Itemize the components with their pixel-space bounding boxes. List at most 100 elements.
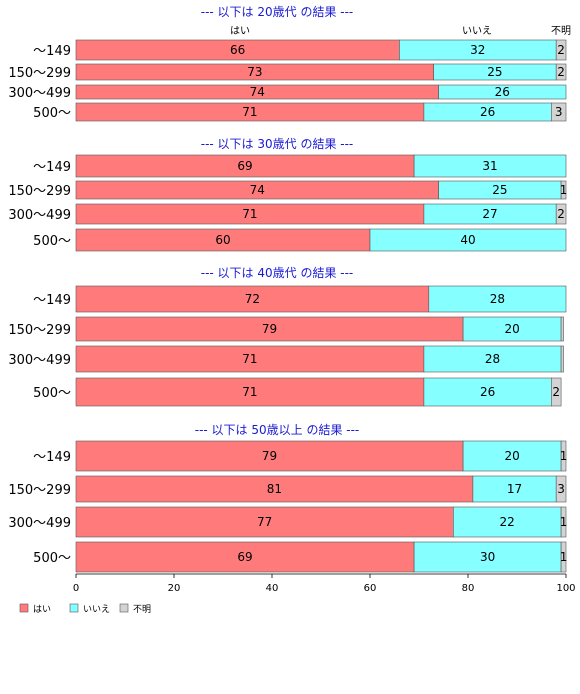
bar-segment-1 xyxy=(428,285,567,313)
legend-swatch-0 xyxy=(19,603,29,613)
bar-segment-2 xyxy=(550,377,562,407)
bar-segment-0 xyxy=(75,316,464,342)
bar-value-label: 77 xyxy=(257,515,272,529)
bar-value-label: 17 xyxy=(507,482,522,496)
bar-value-label: 2 xyxy=(557,65,565,79)
bar-segment-2 xyxy=(555,475,567,503)
bar-segment-2 xyxy=(555,63,567,81)
x-tick-label: 20 xyxy=(168,583,181,594)
bar-value-label: 71 xyxy=(242,385,257,399)
section-title: --- 以下は 50歳以上 の結果 --- xyxy=(195,423,360,437)
section-title: --- 以下は 40歳代 の結果 --- xyxy=(201,266,354,280)
bar-segment-1 xyxy=(423,345,562,373)
category-label: 300〜499 xyxy=(8,86,71,101)
bar-segment-1 xyxy=(438,84,567,100)
x-tick-label: 100 xyxy=(556,583,575,594)
bar-value-label: 3 xyxy=(557,482,565,496)
bar-value-label: 25 xyxy=(492,183,507,197)
bar-value-label: 74 xyxy=(250,183,265,197)
bar-segment-0 xyxy=(75,541,415,573)
bar-value-label: 40 xyxy=(460,233,475,247)
bar-value-label: 81 xyxy=(267,482,282,496)
bar-value-label: 2 xyxy=(552,385,560,399)
bar-segment-2 xyxy=(560,316,564,342)
column-header-0: はい xyxy=(230,25,250,37)
category-label: 500〜 xyxy=(33,386,71,401)
bar-value-label: 26 xyxy=(480,105,495,119)
bar-value-label: 1 xyxy=(560,550,568,564)
bar-segment-2 xyxy=(560,541,567,573)
x-tick-label: 60 xyxy=(364,583,377,594)
x-tick-label: 40 xyxy=(266,583,279,594)
bar-segment-0 xyxy=(75,345,425,373)
bar-value-label: 27 xyxy=(482,207,497,221)
category-label: 〜149 xyxy=(33,44,71,59)
bar-value-label: 26 xyxy=(480,385,495,399)
category-label: 500〜 xyxy=(33,106,71,121)
category-label: 150〜299 xyxy=(8,483,71,498)
category-label: 300〜499 xyxy=(8,516,71,531)
bar-value-label: 69 xyxy=(237,550,252,564)
bar-segment-2 xyxy=(560,440,567,472)
legend-label-2: 不明 xyxy=(133,604,151,615)
bar-segment-0 xyxy=(75,285,430,313)
bar-value-label: 31 xyxy=(482,159,497,173)
bar-value-label: 66 xyxy=(230,43,245,57)
bar-value-label: 26 xyxy=(495,85,510,99)
bar-value-label: 32 xyxy=(470,43,485,57)
bar-segment-2 xyxy=(555,39,567,61)
category-label: 150〜299 xyxy=(8,66,71,81)
bar-value-label: 60 xyxy=(215,233,230,247)
category-label: 150〜299 xyxy=(8,323,71,338)
bar-value-label: 30 xyxy=(480,550,495,564)
bar-value-label: 73 xyxy=(247,65,262,79)
bar-value-label: 71 xyxy=(242,207,257,221)
bar-segment-0 xyxy=(75,440,464,472)
section-title: --- 以下は 20歳代 の結果 --- xyxy=(201,5,354,19)
bar-value-label: 69 xyxy=(237,159,252,173)
category-label: 300〜499 xyxy=(8,353,71,368)
bar-value-label: 28 xyxy=(490,292,505,306)
bar-segment-1 xyxy=(462,440,562,472)
x-tick-label: 0 xyxy=(73,583,79,594)
legend-swatch-2 xyxy=(119,603,129,613)
bar-segment-2 xyxy=(560,345,564,373)
bar-value-label: 71 xyxy=(242,352,257,366)
bar-value-label: 79 xyxy=(262,322,277,336)
section-title: --- 以下は 30歳代 の結果 --- xyxy=(201,137,354,151)
bar-value-label: 1 xyxy=(560,515,568,529)
category-label: 300〜499 xyxy=(8,208,71,223)
category-label: 150〜299 xyxy=(8,184,71,199)
bar-segment-1 xyxy=(413,541,562,573)
bar-value-label: 20 xyxy=(504,449,519,463)
bar-value-label: 79 xyxy=(262,449,277,463)
category-label: 〜149 xyxy=(33,160,71,175)
bar-value-label: 2 xyxy=(557,207,565,221)
category-label: 500〜 xyxy=(33,551,71,566)
bar-value-label: 22 xyxy=(500,515,515,529)
bar-segment-1 xyxy=(423,377,552,407)
legend-label-1: いいえ xyxy=(83,604,110,615)
bar-value-label: 1 xyxy=(560,449,568,463)
legend-label-0: はい xyxy=(33,604,51,615)
category-label: 〜149 xyxy=(33,450,71,465)
legend-swatch-1 xyxy=(69,603,79,613)
bar-segment-2 xyxy=(555,203,567,225)
bar-value-label: 1 xyxy=(560,183,568,197)
bar-segment-0 xyxy=(75,377,425,407)
bar-value-label: 20 xyxy=(504,322,519,336)
bar-value-label: 71 xyxy=(242,105,257,119)
bar-segment-0 xyxy=(75,506,454,538)
bar-value-label: 3 xyxy=(555,105,563,119)
category-label: 500〜 xyxy=(33,234,71,249)
bar-segment-1 xyxy=(369,228,567,252)
column-header-2: 不明 xyxy=(551,25,571,37)
category-label: 〜149 xyxy=(33,293,71,308)
bar-value-label: 25 xyxy=(487,65,502,79)
bar-segment-1 xyxy=(472,475,557,503)
bar-segment-1 xyxy=(462,316,562,342)
bar-value-label: 74 xyxy=(250,85,265,99)
bar-segment-1 xyxy=(413,154,567,178)
bar-value-label: 28 xyxy=(485,352,500,366)
